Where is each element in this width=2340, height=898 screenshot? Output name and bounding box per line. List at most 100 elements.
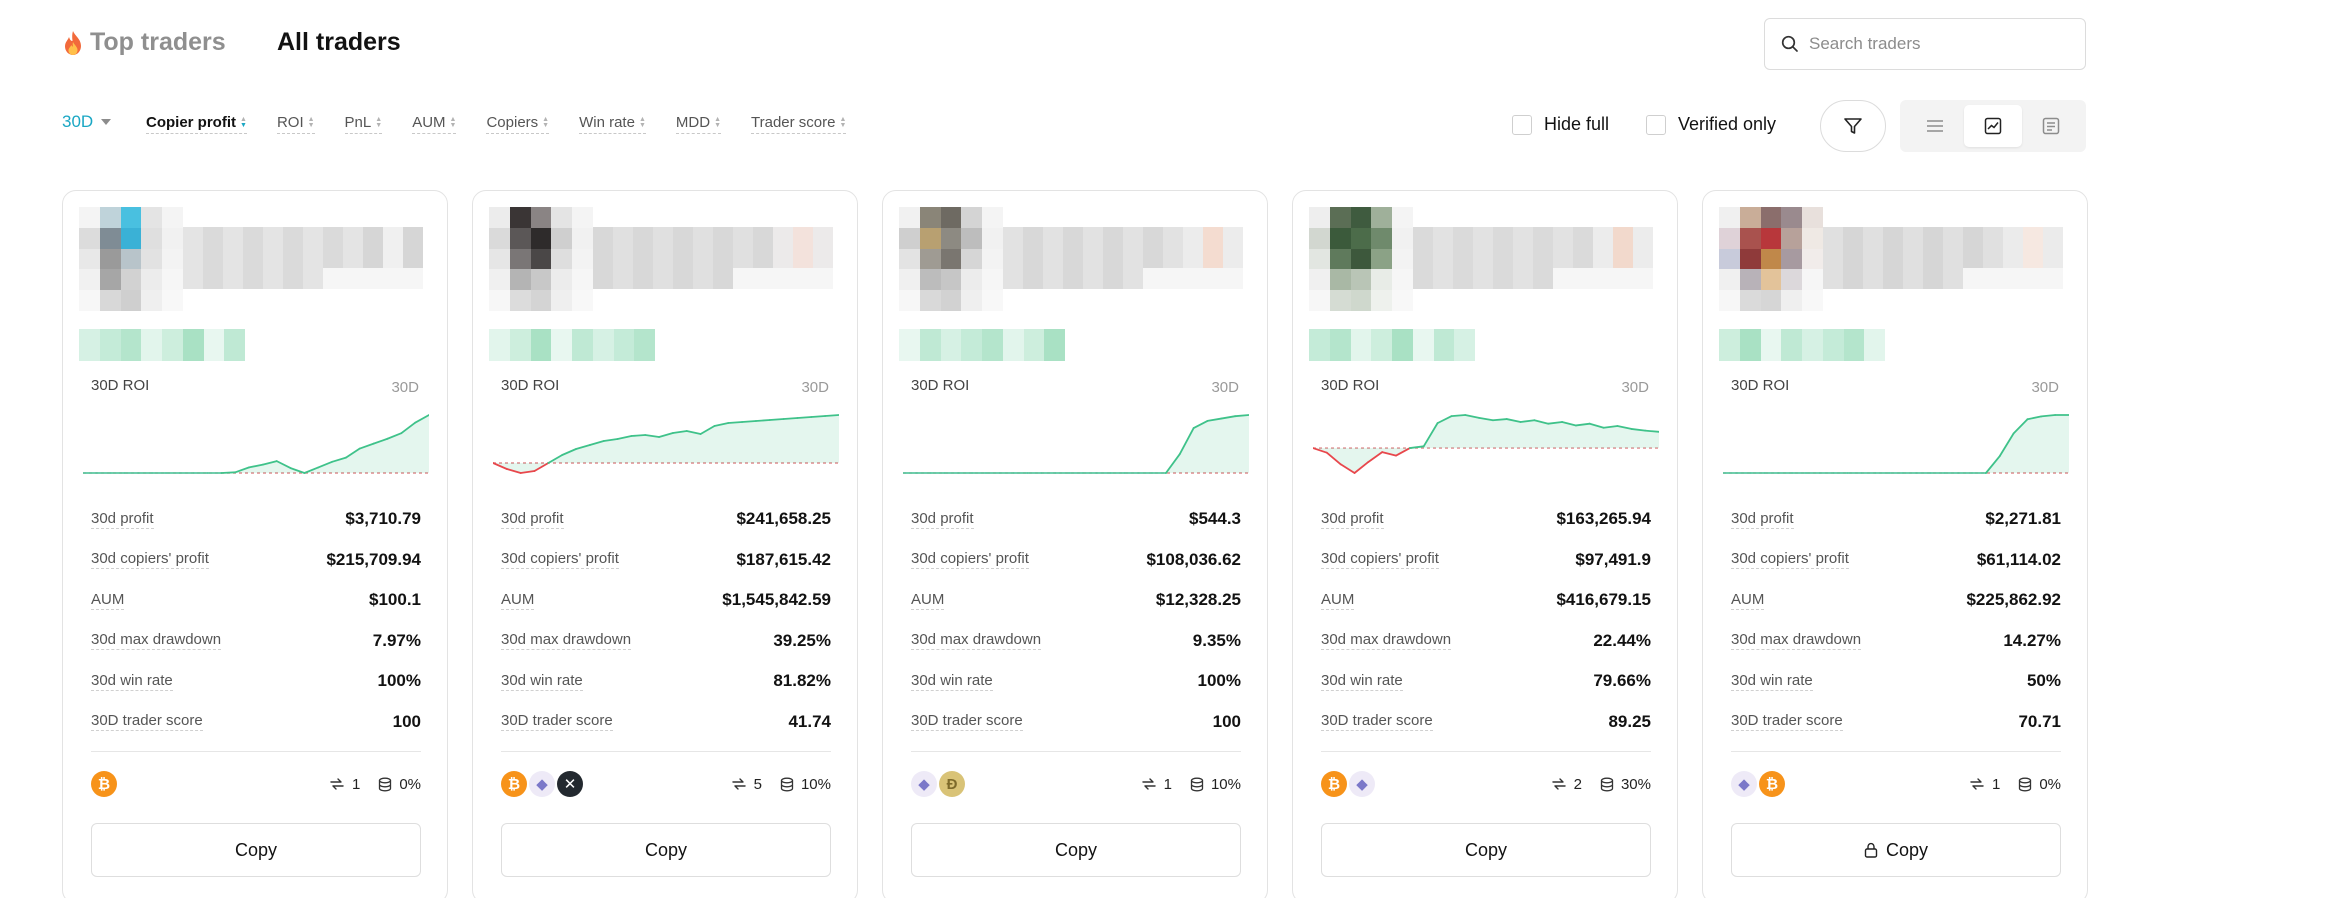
roi-sparkline <box>1723 414 2069 474</box>
copiers-value: 5 <box>753 775 762 793</box>
sparkline-segment <box>1644 429 1659 433</box>
sort-option[interactable]: PnL ▲ ▼ <box>344 114 383 134</box>
sort-option-label: AUM <box>412 114 446 131</box>
tab-top-traders[interactable]: Top traders <box>62 28 226 57</box>
sort-option[interactable]: Win rate ▲ ▼ <box>579 114 646 134</box>
avatar[interactable] <box>1309 207 1413 311</box>
sort-option[interactable]: Copiers ▲ ▼ <box>486 114 550 134</box>
stat-label: 30D trader score <box>1321 712 1433 732</box>
avatar[interactable] <box>1719 207 1823 311</box>
sparkline-segment <box>1367 451 1384 463</box>
trader-name-blurred <box>1823 227 2063 289</box>
sparkline-segment <box>755 419 771 422</box>
trader-profile[interactable] <box>1719 207 2071 367</box>
sparkline-segment <box>782 417 799 420</box>
trader-profile[interactable] <box>79 207 431 367</box>
stat-row: 30d copiers' profit $61,114.02 <box>1731 540 2061 581</box>
filter-button[interactable] <box>1820 100 1886 152</box>
sparkline-segment <box>372 437 389 445</box>
sparkline-segment <box>1220 415 1237 420</box>
sparkline-segment <box>1192 420 1209 429</box>
stat-label: 30d win rate <box>91 671 173 691</box>
sparkline-segment <box>1436 415 1453 425</box>
stat-label: 30d win rate <box>501 671 583 691</box>
card-footer: ◆ ₿ 1 0% <box>1731 769 2061 799</box>
stat-label: AUM <box>1731 590 1765 610</box>
eth-coin-icon: ◆ <box>911 771 937 797</box>
copy-button[interactable]: Copy <box>91 823 421 877</box>
sparkline-segment <box>2012 418 2029 435</box>
copy-button[interactable]: Copy <box>501 823 831 877</box>
funnel-icon <box>1844 118 1862 134</box>
traded-coins: ₿ ◆ <box>1321 771 1375 797</box>
sort-option[interactable]: AUM ▲ ▼ <box>412 114 457 134</box>
verified-only-label: Verified only <box>1678 114 1777 134</box>
avatar[interactable] <box>79 207 183 311</box>
usage-rate: 0% <box>378 776 421 793</box>
trader-profile[interactable] <box>1309 207 1661 367</box>
list-view-button[interactable] <box>1906 105 1964 147</box>
divider <box>911 751 1241 752</box>
stat-row: 30d win rate 100% <box>911 661 1241 702</box>
avatar[interactable] <box>489 207 593 311</box>
sort-option-label: Trader score <box>751 114 836 131</box>
roi-sparkline <box>493 414 839 474</box>
trader-card[interactable]: 30D ROI 30D 30d profit $163,265.94 30d copie… <box>1292 190 1678 898</box>
checkbox-box[interactable] <box>1512 114 1532 135</box>
sort-option[interactable]: Copier profit ▲ ▼ <box>146 114 247 134</box>
trader-card[interactable]: 30D ROI 30D 30d profit $2,271.81 30d copiers… <box>1702 190 2088 898</box>
list-icon <box>1927 120 1943 132</box>
stat-label: 30d copiers' profit <box>501 550 619 570</box>
checkbox-box[interactable] <box>1646 114 1666 135</box>
stat-label: 30d profit <box>501 509 564 529</box>
stat-row: 30d copiers' profit $108,036.62 <box>911 540 1241 581</box>
stat-row: 30d win rate 50% <box>1731 661 2061 702</box>
sparkline-area <box>83 415 429 473</box>
verified-only-checkbox[interactable]: Verified only <box>1646 114 1776 135</box>
sort-arrows-icon: ▲ ▼ <box>307 115 315 129</box>
sort-option[interactable]: Trader score ▲ ▼ <box>751 114 847 134</box>
copy-button[interactable]: Copy <box>1731 823 2061 877</box>
chart-view-button[interactable] <box>1964 105 2022 147</box>
card-footer: ₿ ◆ ✕ 5 10% <box>501 769 831 799</box>
period-dropdown[interactable]: 30D <box>62 112 112 132</box>
avatar[interactable] <box>899 207 1003 311</box>
database-icon <box>2019 777 2032 791</box>
trader-card[interactable]: 30D ROI 30D 30d profit $241,658.25 30d copie… <box>472 190 858 898</box>
stat-row: 30d win rate 100% <box>91 661 421 702</box>
stat-label: 30d profit <box>91 509 154 529</box>
detail-view-button[interactable] <box>2022 105 2080 147</box>
caret-down-icon <box>101 118 112 125</box>
hide-full-checkbox[interactable]: Hide full <box>1512 114 1609 135</box>
search-box[interactable] <box>1764 18 2086 70</box>
trader-profile[interactable] <box>899 207 1251 367</box>
trader-card[interactable]: 30D ROI 30D 30d profit $3,710.79 30d copiers… <box>62 190 448 898</box>
copy-button-label: Copy <box>234 839 278 860</box>
eth-coin-icon: ◆ <box>1731 771 1757 797</box>
sort-option[interactable]: MDD ▲ ▼ <box>675 114 721 134</box>
stat-row: 30d profit $2,271.81 <box>1731 499 2061 540</box>
divider <box>91 751 421 752</box>
trader-profile[interactable] <box>489 207 841 367</box>
filter-bar: 30D Copier profit ▲ ▼ ROI ▲ ▼ PnL ▲ ▼ AUM ▲ ▼ Copier… <box>62 100 2086 152</box>
sparkline-area <box>1723 415 2069 473</box>
sparkline-segment <box>1464 414 1480 419</box>
sparkline-area <box>1313 415 1659 473</box>
search-input[interactable] <box>1809 34 2069 54</box>
sort-option[interactable]: ROI ▲ ▼ <box>276 114 315 134</box>
card-footer: ₿ 1 0% <box>91 769 421 799</box>
trader-cards: 30D ROI 30D 30d profit $3,710.79 30d copiers… <box>62 190 2088 898</box>
trader-card[interactable]: 30D ROI 30D 30d profit $544.3 30d copiers' p… <box>882 190 1268 898</box>
sparkline-segment <box>713 422 730 427</box>
sparkline-segment <box>275 460 292 470</box>
stat-value: 100 <box>1212 711 1241 731</box>
stat-value: $61,114.02 <box>1976 549 2061 569</box>
stat-label: 30d profit <box>911 509 974 529</box>
copy-button[interactable]: Copy <box>911 823 1241 877</box>
sparkline-segment <box>1206 417 1223 422</box>
trader-name-blurred <box>1003 227 1243 289</box>
copiers-count: 5 <box>731 776 762 793</box>
sort-option-label: Copier profit <box>146 114 236 131</box>
tab-all-traders[interactable]: All traders <box>277 28 401 56</box>
copy-button[interactable]: Copy <box>1321 823 1651 877</box>
